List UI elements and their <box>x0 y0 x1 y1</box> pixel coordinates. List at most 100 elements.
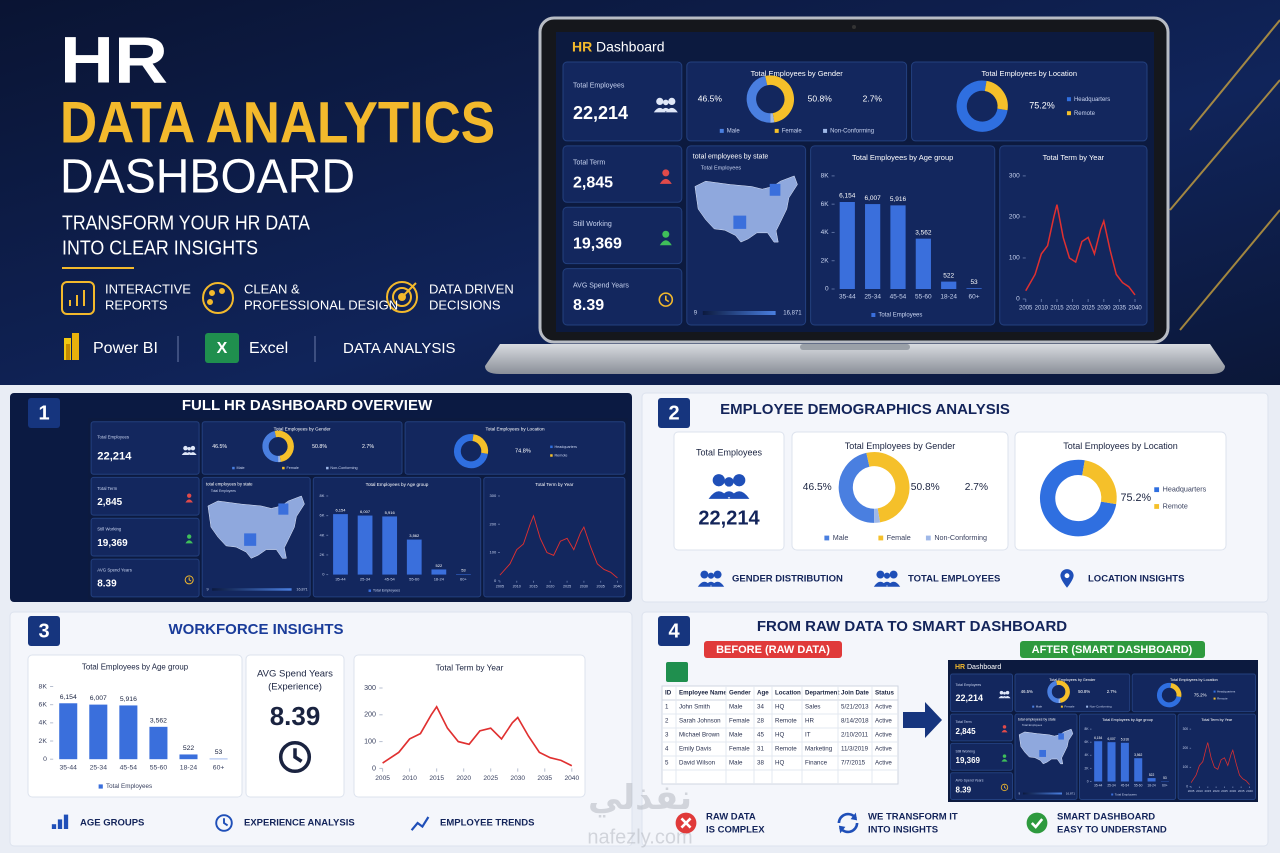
legend-label: Female <box>286 466 298 470</box>
chart-title: Total Employees by Location <box>982 69 1077 78</box>
icon-part <box>187 493 192 498</box>
hero-title: DASHBOARD <box>60 151 355 204</box>
x-tick-label: 2030 <box>510 775 525 782</box>
kpi-label: AVG Spend Years <box>956 779 984 783</box>
dashboard-title: HR <box>955 664 965 671</box>
table-header: Age <box>757 690 769 697</box>
legend-label: Headquarters <box>1217 689 1236 693</box>
kpi-value: 2,845 <box>97 497 122 508</box>
y-tick-label: 6K <box>39 701 48 708</box>
card <box>686 61 908 142</box>
panel-badges <box>28 398 690 646</box>
x-tick-label: 60+ <box>969 294 980 301</box>
legend-label: Headquarters <box>555 445 578 449</box>
table-cell: 7/7/2015 <box>841 760 866 767</box>
kpi-label: Total Employees <box>956 683 982 687</box>
bar <box>865 204 881 289</box>
feature-text: EMPLOYEE TRENDS <box>440 818 535 829</box>
data-label: 50.8% <box>312 444 327 450</box>
table-cell: Female <box>729 746 750 753</box>
data-label: 522 <box>943 272 954 279</box>
bar <box>890 205 906 289</box>
table-cell: Remote <box>775 718 797 725</box>
icon <box>185 534 193 544</box>
table-header: Join Date <box>841 690 869 697</box>
legend-swatch <box>823 128 828 133</box>
kpi-value: 19,369 <box>956 756 981 765</box>
x-tick-label: 25-34 <box>360 577 371 582</box>
x-tick-label: 35-44 <box>1094 783 1103 787</box>
y-tick-label: 6K <box>320 513 325 518</box>
icon <box>1000 783 1009 792</box>
icon <box>675 812 697 834</box>
dashboard-title: Dashboard <box>596 39 665 55</box>
table-cell: Active <box>875 746 892 753</box>
table-cell: Michael Brown <box>679 732 720 739</box>
x-tick-label: 2005 <box>496 584 504 588</box>
chart-subtitle: Total Employees <box>1022 723 1043 727</box>
y-tick-label: 8K <box>821 173 830 180</box>
kpi-label: AVG Spend Years <box>97 568 132 573</box>
y-tick-label: 8K <box>320 493 325 498</box>
legend-label: Male <box>833 533 849 542</box>
y-tick-label: 8K <box>39 683 48 690</box>
icon <box>873 570 901 587</box>
y-tick-label: 4K <box>1085 753 1090 757</box>
card <box>201 421 403 475</box>
x-tick-label: 60+ <box>460 577 467 582</box>
feature-text: DATA DRIVEN <box>429 281 514 296</box>
legend-swatch <box>1066 97 1071 102</box>
icon-part <box>876 570 885 579</box>
data-label: 53 <box>1163 776 1167 780</box>
icon <box>659 169 672 184</box>
icon-part <box>720 491 738 498</box>
chart-title: Total Employees by Age group <box>366 482 429 487</box>
legend-swatch <box>871 313 876 317</box>
donut-segment <box>1056 680 1070 703</box>
data-label: 2.7% <box>362 444 374 450</box>
icon <box>51 814 69 829</box>
data-label: 46.5% <box>1021 689 1033 694</box>
feature-text: RAW DATA <box>706 812 756 823</box>
x-tick-label: 45-54 <box>1121 783 1130 787</box>
data-label: 6,007 <box>864 195 881 202</box>
dashboard: Total Employees 22,214 Total Term 2,845 Stil… <box>88 418 628 600</box>
feature-icons <box>61 281 418 315</box>
data-label: 5,916 <box>890 196 907 203</box>
icon-part <box>662 230 670 238</box>
x-tick-label: 25-34 <box>90 764 108 771</box>
data-label: 75.2% <box>1194 692 1207 697</box>
icon-part <box>713 570 722 579</box>
table-cell: 31 <box>757 746 764 753</box>
y-tick-label: 0 <box>1186 784 1188 788</box>
tool-icons: X <box>64 333 316 363</box>
kpi-value: 8.39 <box>573 297 604 314</box>
donut-segment <box>984 80 1008 111</box>
feature-text: INTO INSIGHTS <box>868 825 938 836</box>
x-tick-label: 2010 <box>513 584 521 588</box>
icon <box>653 97 678 113</box>
icon-part <box>663 99 669 106</box>
icon-part <box>183 445 188 451</box>
y-tick-label: 2K <box>1085 766 1090 770</box>
bar <box>1134 758 1143 782</box>
x-tick-label: 2040 <box>564 775 579 782</box>
chart-title: total employees by state <box>206 481 253 486</box>
table-cell: 5 <box>665 760 669 767</box>
dashboard-title: HR <box>572 39 592 55</box>
table-cell: Male <box>729 760 743 767</box>
legend-swatch <box>1213 690 1216 693</box>
x-tick-label: 2015 <box>1050 306 1064 312</box>
donut-segment <box>746 75 771 123</box>
x-tick-label: 2030 <box>1229 789 1236 793</box>
y-tick-label: 100 <box>1183 765 1189 769</box>
icon <box>181 445 197 455</box>
x-tick-label: 2035 <box>1113 306 1127 312</box>
icon-part <box>883 572 891 579</box>
icon-part <box>665 295 670 303</box>
table-header: ID <box>665 690 672 697</box>
data-label: 75.2% <box>1029 101 1055 111</box>
kpi-label: Total Employees <box>573 83 625 90</box>
chart-title: total employees by state <box>693 154 769 161</box>
y-tick-label: 200 <box>1009 214 1020 221</box>
